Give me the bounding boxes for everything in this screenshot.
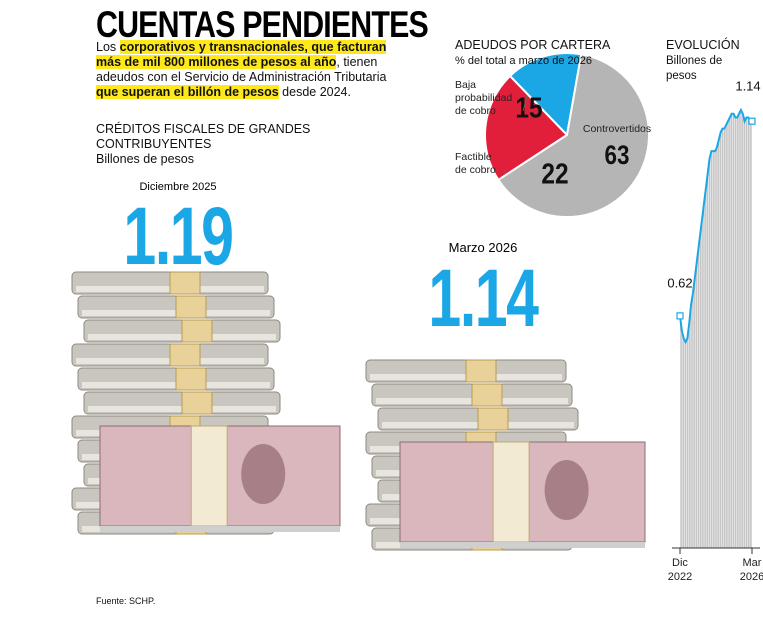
big-number: 1.14 bbox=[428, 253, 539, 344]
intro-highlight: que superan el billón de pesos bbox=[96, 85, 279, 99]
x-tick-label: Dic 2022 bbox=[668, 557, 692, 583]
band bbox=[471, 383, 503, 407]
x-tick-label: Mar 2026 bbox=[740, 557, 763, 583]
pie-slice bbox=[496, 53, 650, 218]
band bbox=[169, 271, 201, 295]
line bbox=[679, 107, 752, 345]
line-title: EVOLUCIÓN bbox=[666, 38, 740, 52]
period-label: Diciembre 2025 bbox=[139, 181, 217, 193]
intro-text: , tienen adeudos con el Servicio de Admi… bbox=[96, 55, 387, 84]
slice-label: Controvertidos bbox=[583, 123, 651, 135]
big-number: 1.19 bbox=[123, 191, 234, 282]
portrait bbox=[241, 444, 286, 504]
slice-label: Baja probabilidad de cobro bbox=[455, 79, 512, 117]
value-label: 0.62 bbox=[667, 275, 692, 290]
line-subtitle: Billones de pesos bbox=[666, 55, 723, 82]
banknote-band bbox=[190, 425, 228, 527]
slice-value: 15 bbox=[515, 92, 542, 124]
band bbox=[175, 295, 207, 319]
slice-value: 22 bbox=[541, 158, 568, 190]
pie-title: ADEUDOS POR CARTERA bbox=[455, 38, 611, 52]
leader-line bbox=[522, 95, 528, 112]
banknote-shadow bbox=[400, 542, 645, 548]
pie-slice bbox=[484, 74, 569, 182]
intro-text: Los bbox=[96, 40, 120, 54]
intro: Los corporativos y transnacionales, que … bbox=[96, 40, 396, 100]
band bbox=[477, 407, 509, 431]
band bbox=[181, 391, 213, 415]
pie-slice bbox=[508, 52, 583, 138]
section-title: CRÉDITOS FISCALES DE GRANDES CONTRIBUYEN… bbox=[96, 122, 311, 151]
band bbox=[175, 367, 207, 391]
pie-subtitle: % del total a marzo de 2026 bbox=[455, 55, 592, 67]
banknote-band bbox=[492, 441, 530, 543]
band bbox=[465, 359, 497, 383]
slice-value: 63 bbox=[605, 141, 630, 170]
point-marker bbox=[676, 312, 684, 320]
section-subtitle: Billones de pesos bbox=[96, 152, 194, 166]
period-label: Marzo 2026 bbox=[448, 240, 518, 255]
value-label: 1.14 bbox=[735, 79, 760, 94]
band bbox=[169, 343, 201, 367]
slice-label: Factible de cobro bbox=[455, 151, 496, 176]
band bbox=[181, 319, 213, 343]
area bbox=[680, 109, 752, 549]
source: Fuente: SCHP. bbox=[96, 596, 156, 606]
intro-text: desde 2024. bbox=[278, 85, 351, 99]
point-marker bbox=[748, 117, 756, 125]
portrait bbox=[544, 460, 589, 520]
title: CUENTAS PENDIENTES bbox=[96, 4, 429, 45]
banknote-shadow bbox=[100, 526, 340, 532]
